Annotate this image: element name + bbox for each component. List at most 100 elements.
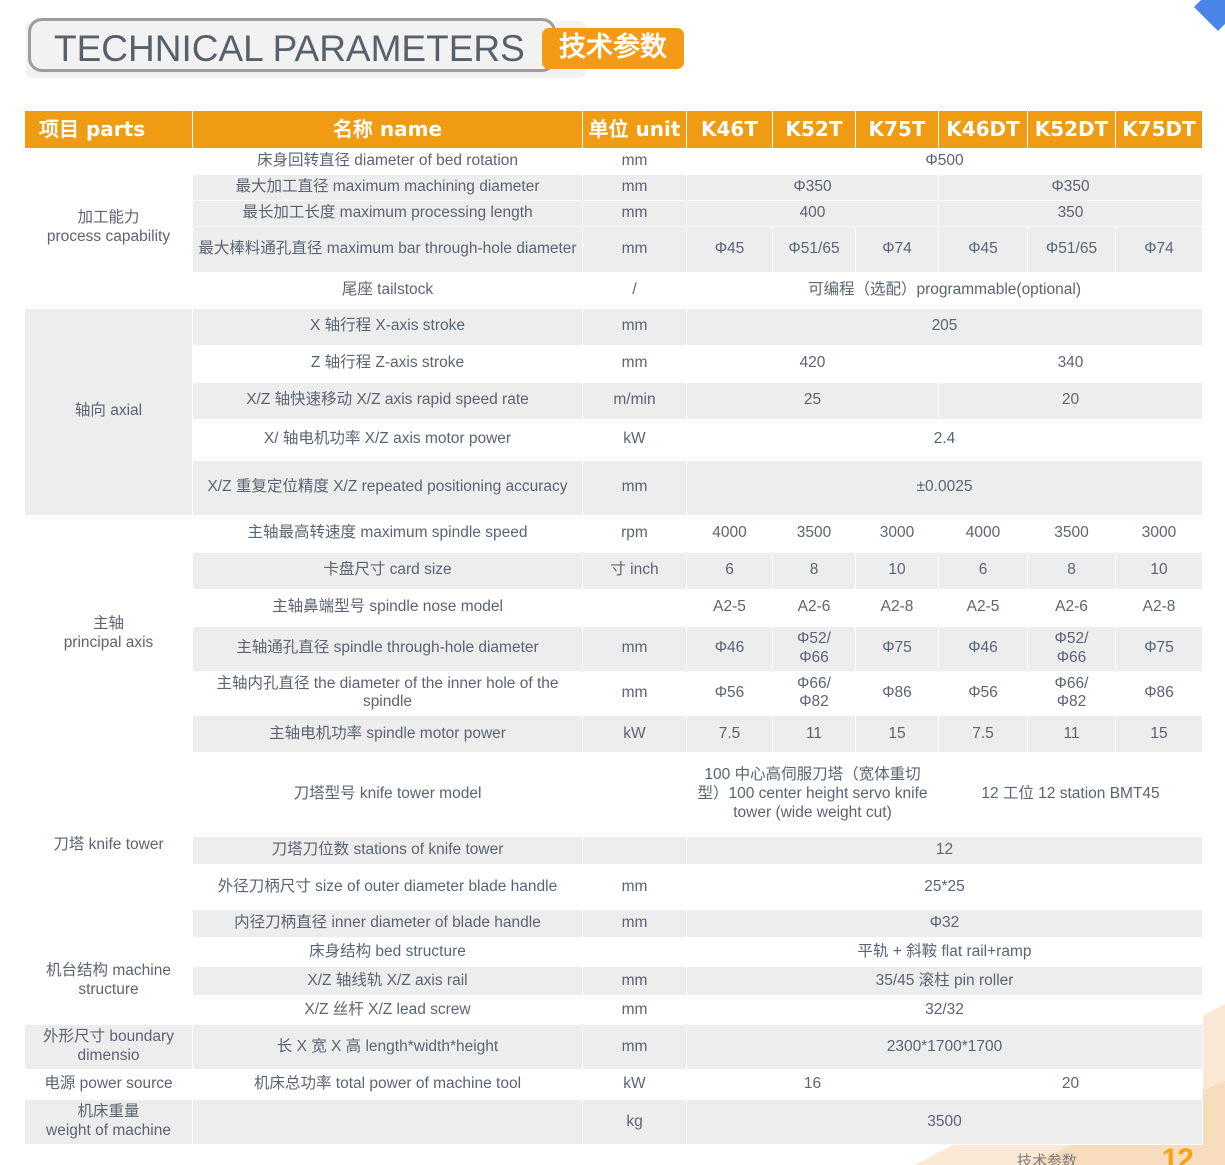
- row-value-spindle-motor-power-k46dt: 7.5: [938, 715, 1028, 754]
- group-label-line1: 机台结构 machine: [46, 962, 171, 980]
- row-unit-z-axis-stroke: mm: [582, 344, 687, 383]
- row-unit-total-power: kW: [582, 1069, 687, 1101]
- page-footer-caption: 技术参数: [1016, 1153, 1077, 1165]
- row-value-spindle-through-hole-k75dt: Φ75: [1115, 625, 1203, 672]
- row-name-bed-rotation: 床身回转直径 diameter of bed rotation: [192, 148, 583, 175]
- row-value-total-power-dt: 20: [938, 1069, 1203, 1101]
- table-row: 机床重量 weight of machine kg 3500: [24, 1099, 1203, 1145]
- value-line1: Φ66/: [1054, 674, 1089, 692]
- table-row: 机台结构 machine structure 床身结构 bed structur…: [24, 937, 1203, 1026]
- row-name-spindle-motor-power: 主轴电机功率 spindle motor power: [192, 715, 583, 754]
- table-row: 主轴电机功率 spindle motor power kW 7.5 11 15 …: [25, 715, 1203, 754]
- row-value-bar-through-hole-k46t: Φ45: [686, 225, 773, 273]
- group-label-machine-structure: 机台结构 machine structure: [24, 937, 193, 1026]
- row-value-spindle-motor-power-k75dt: 15: [1115, 715, 1203, 754]
- row-value-knife-tower-model-t: 100 中心高伺服刀塔（宽体重切型）100 center height serv…: [686, 752, 939, 838]
- row-value-spindle-inner-hole-k52dt: Φ66/ Φ82: [1027, 670, 1116, 717]
- row-value-x-axis-stroke-all: 205: [686, 307, 1203, 346]
- row-unit-max-machining-diameter: mm: [582, 173, 687, 201]
- row-name-total-power: 机床总功率 total power of machine tool: [192, 1069, 583, 1101]
- row-value-spindle-inner-hole-k46dt: Φ56: [938, 670, 1028, 717]
- table-row: 刀塔 knife tower 刀塔型号 knife tower model 10…: [24, 752, 1203, 939]
- row-name-spindle-inner-hole: 主轴内孔直径 the diameter of the inner hole of…: [192, 670, 583, 717]
- row-value-max-spindle-speed-k46t: 4000: [686, 514, 773, 553]
- row-value-lead-screw-all: 32/32: [686, 995, 1203, 1026]
- group-label-line1: 外形尺寸 boundary: [43, 1028, 174, 1046]
- value-line1: Φ52/: [797, 629, 831, 647]
- row-name-knife-stations: 刀塔刀位数 stations of knife tower: [192, 836, 583, 866]
- row-unit-axis-motor-power: kW: [582, 418, 687, 461]
- row-name-repeat-positioning-accuracy: X/Z 重复定位精度 X/Z repeated positioning accu…: [192, 459, 583, 516]
- group-label-line2: structure: [78, 981, 139, 999]
- table-header-row: 项目 parts 名称 name 单位 unit K46T K52T K75T …: [24, 110, 1203, 149]
- row-value-spindle-nose-k75dt: A2-8: [1115, 588, 1203, 627]
- row-name-lead-screw: X/Z 丝杆 X/Z lead screw: [192, 995, 583, 1026]
- row-unit-inner-blade-handle: mm: [582, 909, 687, 939]
- row-name-dimensions: 长 X 宽 X 高 length*width*height: [192, 1024, 583, 1071]
- table-row: 外形尺寸 boundary dimensio 长 X 宽 X 高 length*…: [24, 1024, 1203, 1071]
- value-line2: Φ82: [799, 693, 829, 711]
- group-label-line2: principal axis: [63, 634, 154, 652]
- table-row: 主轴 principal axis 主轴最高转速度 maximum spindl…: [24, 514, 1203, 754]
- row-value-bar-through-hole-k75t: Φ74: [855, 225, 939, 273]
- row-name-outer-blade-handle: 外径刀柄尺寸 size of outer diameter blade hand…: [192, 864, 583, 911]
- row-unit-axis-rail: mm: [582, 966, 687, 997]
- row-unit-max-processing-length: mm: [582, 199, 687, 227]
- table-row: 刀塔刀位数 stations of knife tower 12: [25, 836, 1203, 866]
- row-name-inner-blade-handle: 内径刀柄直径 inner diameter of blade handle: [192, 909, 583, 939]
- group-label-machine-weight: 机床重量 weight of machine: [24, 1099, 193, 1145]
- row-unit-outer-blade-handle: mm: [582, 864, 687, 911]
- row-value-spindle-motor-power-k52dt: 11: [1027, 715, 1116, 754]
- group-label-axial: 轴向 axial: [24, 307, 193, 516]
- row-value-spindle-through-hole-k46t: Φ46: [686, 625, 773, 672]
- row-value-outer-blade-handle-all: 25*25: [686, 864, 1203, 911]
- page-title: TECHNICAL PARAMETERS: [54, 28, 525, 69]
- row-name-bed-structure: 床身结构 bed structure: [192, 937, 583, 968]
- group-label-line1: 加工能力: [77, 209, 140, 227]
- row-unit-bed-structure: [582, 937, 687, 968]
- row-name-axis-motor-power: X/ 轴电机功率 X/Z axis motor power: [192, 418, 583, 461]
- row-name-z-axis-stroke: Z 轴行程 Z-axis stroke: [192, 344, 583, 383]
- column-header-k52t: K52T: [772, 110, 856, 149]
- value-line1: Φ66/: [797, 674, 831, 692]
- row-value-spindle-inner-hole-k52t: Φ66/ Φ82: [772, 670, 856, 717]
- group-label-line2: weight of machine: [46, 1122, 171, 1140]
- row-value-spindle-through-hole-k46dt: Φ46: [938, 625, 1028, 672]
- title-badge-chinese: 技术参数: [542, 28, 684, 69]
- row-unit-spindle-motor-power: kW: [582, 715, 687, 754]
- row-name-max-spindle-speed: 主轴最高转速度 maximum spindle speed: [192, 514, 583, 553]
- column-header-k46dt: K46DT: [938, 110, 1028, 149]
- row-value-card-size-k52dt: 8: [1027, 551, 1116, 590]
- row-value-spindle-nose-k46t: A2-5: [686, 588, 773, 627]
- value-line2: Φ66: [1056, 648, 1087, 666]
- table-row: X/Z 丝杆 X/Z lead screw mm 32/32: [25, 995, 1203, 1026]
- row-name-bar-through-hole: 最大棒料通孔直径 maximum bar through-hole diamet…: [192, 225, 583, 273]
- row-value-spindle-nose-k52t: A2-6: [772, 588, 856, 627]
- table-row: 尾座 tailstock / 可编程（选配）programmable(optio…: [25, 271, 1203, 309]
- table-row: 内径刀柄直径 inner diameter of blade handle mm…: [25, 909, 1203, 939]
- column-header-name: 名称 name: [192, 110, 583, 149]
- row-unit-spindle-inner-hole: mm: [582, 670, 687, 717]
- row-value-dimensions-all: 2300*1700*1700: [686, 1024, 1203, 1071]
- row-value-spindle-inner-hole-k46t: Φ56: [686, 670, 773, 717]
- row-value-spindle-motor-power-k52t: 11: [772, 715, 856, 754]
- table-body: 加工能力 process capability 床身回转直径 diameter …: [24, 148, 1203, 1145]
- row-name-axis-rail: X/Z 轴线轨 X/Z axis rail: [192, 966, 583, 997]
- table-row: 主轴内孔直径 the diameter of the inner hole of…: [25, 670, 1203, 717]
- table-row: 主轴通孔直径 spindle through-hole diameter mm …: [25, 625, 1203, 672]
- row-unit-max-spindle-speed: rpm: [582, 514, 687, 553]
- table-row: X/Z 轴快速移动 X/Z axis rapid speed rate m/mi…: [25, 381, 1203, 420]
- row-value-bar-through-hole-k46dt: Φ45: [938, 225, 1028, 273]
- row-value-max-processing-length-t: 400: [686, 199, 939, 227]
- value-line1: Φ52/: [1054, 629, 1089, 647]
- column-header-k46t: K46T: [686, 110, 773, 149]
- row-unit-machine-weight: kg: [582, 1099, 687, 1145]
- row-value-knife-tower-model-dt: 12 工位 12 station BMT45: [938, 752, 1203, 838]
- column-header-parts: 项目 parts: [24, 110, 193, 149]
- row-unit-knife-tower-model: [582, 752, 687, 838]
- table-row: X/Z 重复定位精度 X/Z repeated positioning accu…: [25, 459, 1203, 516]
- row-value-bed-structure-all: 平轨 + 斜鞍 flat rail+ramp: [686, 937, 1203, 968]
- row-unit-dimensions: mm: [582, 1024, 687, 1071]
- table-row: 卡盘尺寸 card size 寸 inch 6 8 10 6 8 10: [25, 551, 1203, 590]
